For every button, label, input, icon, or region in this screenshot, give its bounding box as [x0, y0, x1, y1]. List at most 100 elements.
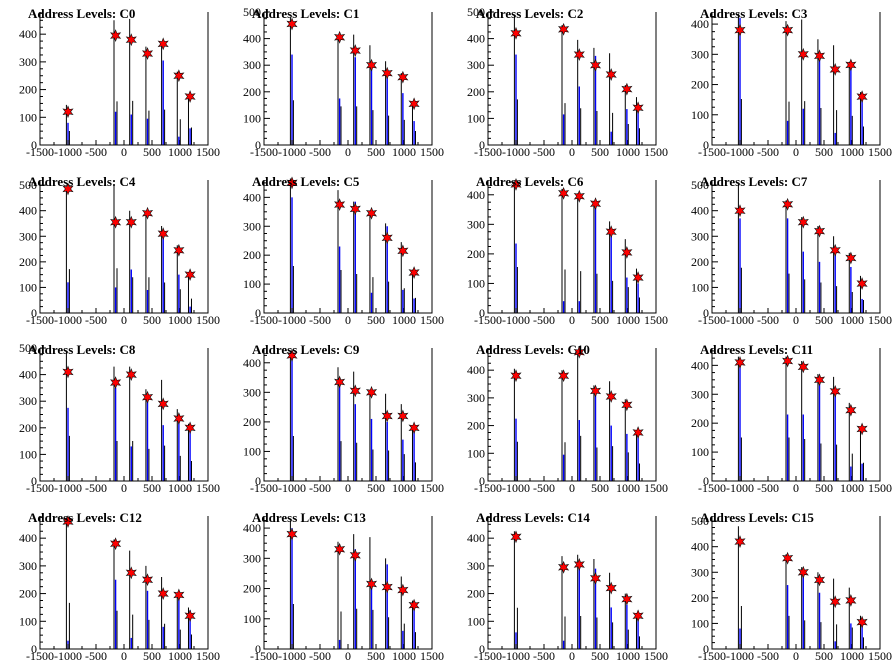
- x-tick-label: 1000: [616, 313, 640, 327]
- peak-6: [632, 268, 644, 313]
- x-tick-label: -1000: [278, 481, 306, 495]
- x-tick-label: 500: [143, 649, 161, 663]
- axis-frame: [487, 180, 657, 314]
- chart-svg-4: 0 100 200 300 400 500 -1500 -1000 -500 0 500 1000 15…: [19, 178, 220, 327]
- peak-3: [365, 385, 378, 481]
- peak-1: [110, 366, 122, 481]
- star-icon: [573, 345, 585, 359]
- y-tick-label: 0: [703, 138, 709, 152]
- outline-spike: [385, 558, 390, 649]
- chart-panel-3: 0 100 200 300 400 -1500 -1000 -500 0 500 1000 1500 A…: [672, 0, 896, 168]
- peak-2: [125, 550, 137, 649]
- star-icon: [173, 412, 185, 425]
- peak-3: [589, 47, 602, 145]
- star-icon: [365, 385, 378, 399]
- y-tick-label: 0: [703, 642, 709, 656]
- chart-title: Address Levels: C14: [476, 510, 590, 525]
- peak-2: [797, 360, 809, 481]
- x-tick-label: 1000: [392, 313, 416, 327]
- peak-2: [349, 201, 361, 313]
- x-tick-label: 0: [345, 313, 351, 327]
- star-icon: [334, 375, 346, 389]
- x-tick-label: -500: [757, 481, 779, 495]
- axis-frame: [39, 180, 209, 314]
- star-icon: [157, 37, 169, 51]
- x-tick-label: -1500: [474, 313, 502, 327]
- star-icon: [110, 376, 122, 390]
- y-tick-label: 300: [691, 565, 709, 579]
- x-tick-label: -500: [533, 649, 555, 663]
- peak-3: [365, 537, 378, 649]
- x-tick-label: 1500: [420, 481, 444, 495]
- x-tick-label: -500: [85, 481, 107, 495]
- y-tick-label: 300: [243, 58, 261, 72]
- y-tick-label: 400: [19, 368, 37, 382]
- star-icon: [621, 592, 633, 606]
- star-icon: [797, 360, 809, 374]
- x-tick-label: -500: [85, 145, 107, 159]
- star-icon: [621, 245, 633, 259]
- star-icon: [510, 530, 522, 544]
- outline-spike: [593, 558, 598, 649]
- star-icon: [632, 426, 644, 439]
- outline-spike: [577, 352, 582, 481]
- x-tick-label: 1000: [616, 145, 640, 159]
- outline-spike: [785, 200, 790, 313]
- x-tick-label: 1000: [392, 649, 416, 663]
- star-icon: [605, 68, 617, 81]
- y-tick-label: 400: [467, 531, 485, 545]
- outline-spike: [737, 526, 742, 649]
- peak-1: [334, 541, 346, 649]
- y-tick-label: 300: [19, 559, 37, 573]
- outline-spike: [817, 226, 822, 313]
- star-icon: [110, 215, 122, 229]
- chart-svg-12: 0 100 200 300 400 -1500 -1000 -500 0 500 1000 1500: [19, 515, 220, 663]
- outline-spike: [113, 20, 118, 145]
- peak-1: [782, 21, 794, 145]
- x-tick-label: -1500: [26, 145, 54, 159]
- peak-6: [408, 421, 420, 481]
- chart-svg-5: 0 100 200 300 400 -1500 -1000 -500 0 500 1000 1500: [243, 176, 444, 327]
- peak-0: [510, 14, 522, 145]
- x-tick-label: 1000: [168, 145, 192, 159]
- outline-spike: [369, 390, 374, 481]
- peak-1: [334, 190, 346, 313]
- star-icon: [845, 58, 857, 72]
- outline-spike: [801, 567, 806, 649]
- x-tick-label: -1500: [250, 145, 278, 159]
- y-tick-label: 200: [19, 421, 37, 435]
- peak-3: [813, 39, 826, 145]
- y-tick-label: 0: [31, 138, 37, 152]
- x-tick-label: 500: [815, 481, 833, 495]
- star-icon: [408, 598, 420, 612]
- star-icon: [632, 101, 644, 115]
- peak-6: [632, 609, 644, 649]
- star-icon: [621, 398, 633, 412]
- peak-0: [62, 351, 74, 481]
- outline-spike: [187, 272, 192, 313]
- peak-6: [408, 97, 420, 145]
- y-tick-label: 500: [691, 514, 709, 528]
- peak-6: [856, 615, 868, 649]
- peak-0: [734, 13, 746, 145]
- y-tick-label: 400: [467, 363, 485, 377]
- y-tick-label: 200: [467, 247, 485, 261]
- outline-spike: [817, 374, 822, 481]
- y-tick-label: 100: [19, 110, 37, 124]
- x-tick-label: 1500: [420, 313, 444, 327]
- x-tick-label: -1500: [250, 313, 278, 327]
- star-icon: [589, 384, 602, 398]
- star-icon: [734, 23, 746, 37]
- chart-panel-2: 0 100 200 300 400 500 -1500 -1000 -500 0 500 1000 15…: [448, 0, 672, 168]
- y-tick-label: 100: [691, 616, 709, 630]
- star-icon: [632, 609, 644, 623]
- star-icon: [184, 609, 196, 623]
- outline-spike: [609, 221, 614, 313]
- axis-frame: [487, 348, 657, 482]
- x-tick-label: 0: [121, 649, 127, 663]
- y-tick-label: 200: [243, 582, 261, 596]
- outline-spike: [289, 520, 294, 649]
- y-tick-label: 500: [19, 178, 37, 192]
- x-tick-label: 0: [121, 313, 127, 327]
- peak-4: [605, 221, 617, 313]
